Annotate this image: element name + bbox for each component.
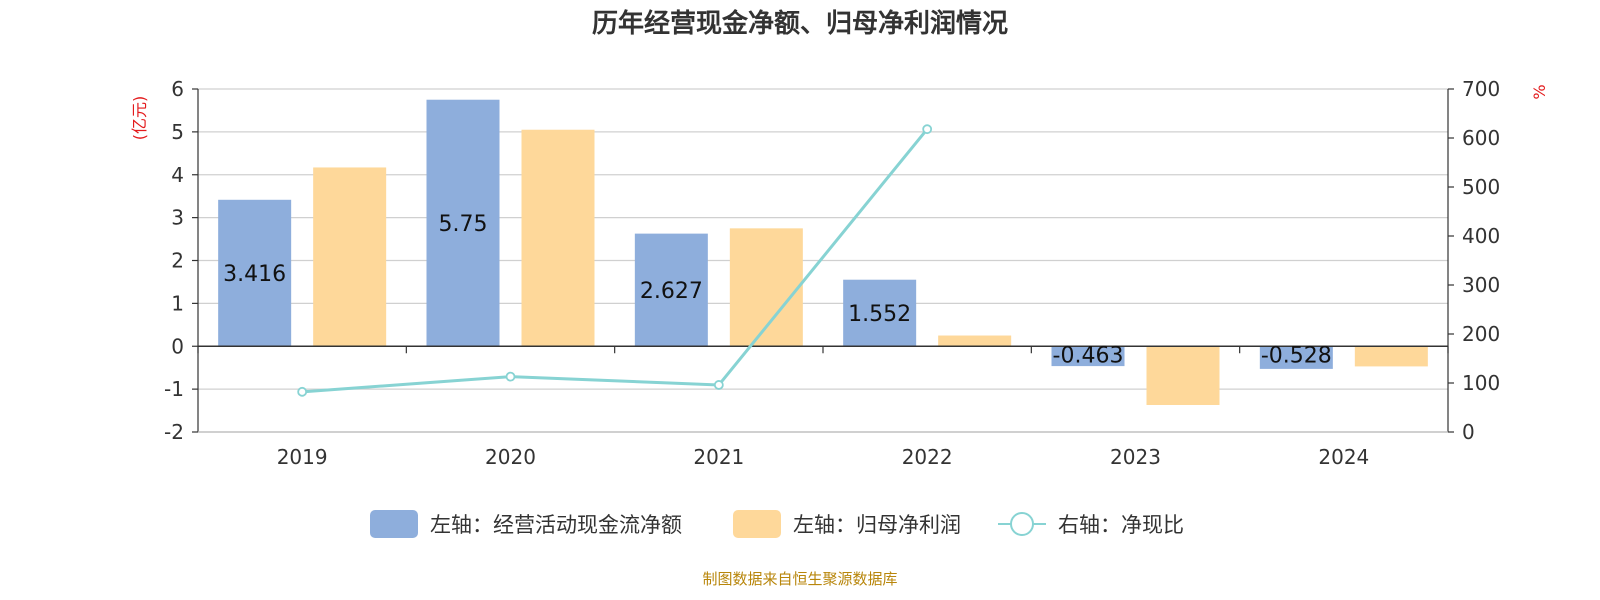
right-tick-label: 700 (1462, 77, 1500, 101)
left-tick-label: 6 (171, 77, 184, 101)
ratio-line (297, 124, 933, 397)
legend-label: 左轴：归母净利润 (793, 513, 961, 537)
right-tick-label: 100 (1462, 371, 1500, 395)
bar-2024-s1 (1354, 346, 1428, 367)
legend-label: 右轴：净现比 (1058, 513, 1184, 537)
bar-2023-s0 (1051, 346, 1125, 367)
x-axis (197, 345, 1449, 433)
ratio-point (505, 371, 516, 382)
bar-data-label: 1.552 (848, 302, 911, 327)
right-axis: 0 100 200 300 400 500 600 700 (1447, 77, 1500, 444)
data-labels: 3.416 5.75 2.627 1.552 -0.463 -0.528 (223, 212, 1332, 368)
ratio-point (713, 380, 724, 390)
left-tick-label: 5 (171, 120, 184, 144)
legend-swatch (733, 510, 781, 538)
bar-2019-s1 (313, 167, 387, 347)
legend-label: 左轴：经营活动现金流净额 (430, 513, 682, 537)
bar-2020-s1 (521, 129, 595, 347)
bar-2020-s0 (426, 99, 500, 347)
right-tick-label: 300 (1462, 273, 1500, 297)
x-tick-label: 2021 (693, 445, 744, 469)
bar-2019-s0 (218, 199, 292, 347)
bar-data-label: -0.528 (1261, 343, 1332, 368)
grid-lines (198, 88, 1448, 433)
right-axis-unit: % (1530, 84, 1549, 99)
right-tick-label: 400 (1462, 224, 1500, 248)
legend-swatch (370, 510, 418, 538)
ratio-point (922, 124, 933, 135)
right-tick-label: 0 (1462, 420, 1475, 444)
bar-data-label: 2.627 (640, 279, 703, 304)
bar-2024-s0 (1259, 346, 1333, 369)
x-tick-label: 2022 (902, 445, 953, 469)
left-tick-label: 0 (171, 334, 184, 358)
bar-data-label: 5.75 (439, 212, 488, 237)
legend: 左轴：经营活动现金流净额 左轴：归母净利润 右轴：净现比 (370, 510, 1184, 538)
chart-title: 历年经营现金净额、归母净利润情况 (592, 8, 1008, 39)
legend-marker (1010, 512, 1034, 536)
bar-2022-s0 (843, 279, 917, 347)
right-tick-label: 500 (1462, 175, 1500, 199)
left-tick-label: -1 (164, 377, 184, 401)
x-tick-labels: 2019 2020 2021 2022 2023 2024 (277, 445, 1370, 469)
x-tick-label: 2020 (485, 445, 536, 469)
x-tick-label: 2023 (1110, 445, 1161, 469)
left-tick-label: -2 (164, 420, 184, 444)
left-tick-label: 1 (171, 291, 184, 315)
source-note: 制图数据来自恒生聚源数据库 (702, 570, 897, 588)
left-tick-label: 3 (171, 206, 184, 230)
x-tick-label: 2024 (1318, 445, 1369, 469)
x-tick-label: 2019 (277, 445, 328, 469)
right-tick-label: 200 (1462, 322, 1500, 346)
bars (218, 99, 1428, 405)
bar-2021-s0 (634, 233, 708, 347)
ratio-line-path (302, 128, 929, 394)
bar-2022-s1 (938, 335, 1012, 347)
left-tick-label: 2 (171, 249, 184, 273)
bar-data-label: 3.416 (223, 262, 286, 287)
bar-2023-s1 (1146, 346, 1220, 405)
bar-data-label: -0.463 (1053, 343, 1124, 368)
ratio-point (297, 386, 308, 397)
left-axis-unit: (亿元) (130, 96, 149, 141)
right-tick-label: 600 (1462, 126, 1500, 150)
left-tick-label: 4 (171, 163, 184, 187)
left-axis: -2 -1 0 1 2 3 4 5 6 (164, 77, 199, 444)
